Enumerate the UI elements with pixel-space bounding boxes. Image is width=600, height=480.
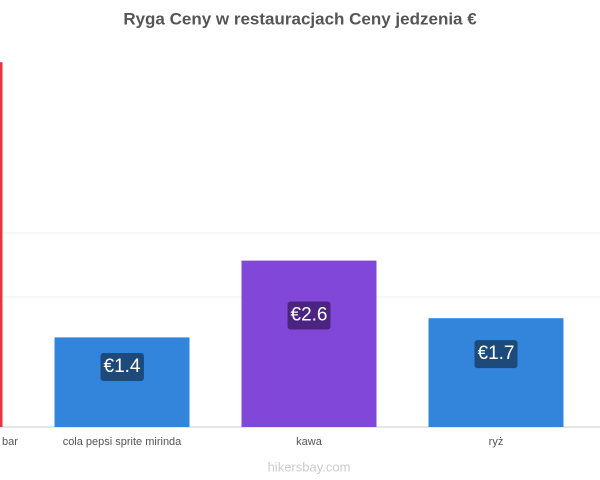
bar bbox=[0, 62, 3, 427]
x-tick-label: cola pepsi sprite mirinda bbox=[63, 436, 182, 448]
value-label-box bbox=[287, 301, 331, 330]
value-label: €1.7 bbox=[478, 343, 515, 364]
x-tick-label: ryż bbox=[489, 436, 504, 448]
bar bbox=[428, 318, 564, 427]
bar bbox=[241, 260, 377, 427]
value-label-box bbox=[100, 352, 144, 381]
chart-title: Ryga Ceny w restauracjach Ceny jedzenia … bbox=[123, 9, 477, 28]
value-label: €2.6 bbox=[291, 305, 328, 326]
bar bbox=[54, 337, 190, 427]
x-tick-label: kawa bbox=[296, 436, 323, 448]
x-tick-label: bar bbox=[2, 436, 18, 448]
footer: hikersbay.com bbox=[268, 459, 351, 474]
value-label: €1.4 bbox=[104, 356, 141, 377]
value-label-box bbox=[474, 340, 518, 369]
